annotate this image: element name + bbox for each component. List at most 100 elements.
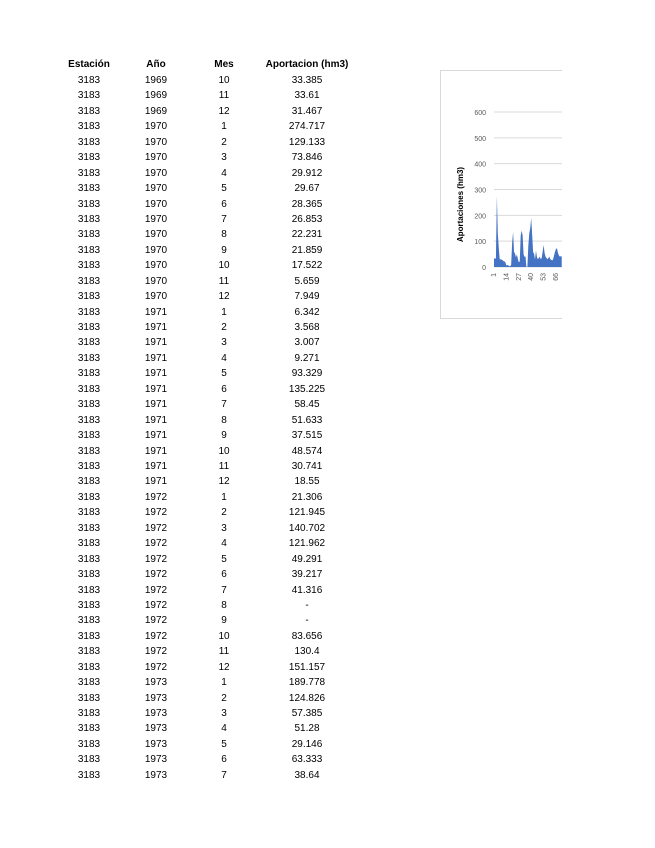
cell-station: 3183 bbox=[77, 692, 101, 704]
cell-year: 1970 bbox=[144, 229, 168, 241]
cell-station: 3183 bbox=[77, 769, 101, 781]
cell-month: 3 bbox=[221, 708, 227, 720]
cell-flow: 129.133 bbox=[288, 136, 326, 148]
header-station: Estación bbox=[68, 59, 110, 70]
cell-station: 3183 bbox=[77, 646, 101, 658]
cell-year: 1971 bbox=[144, 383, 168, 395]
cell-month: 9 bbox=[221, 615, 227, 627]
cell-station: 3183 bbox=[77, 275, 101, 287]
cell-flow: 39.217 bbox=[291, 569, 323, 581]
cell-year: 1971 bbox=[144, 352, 168, 364]
cell-flow: 135.225 bbox=[288, 383, 326, 395]
cell-year: 1971 bbox=[144, 430, 168, 442]
cell-month: 9 bbox=[221, 430, 227, 442]
cell-flow: 38.64 bbox=[294, 769, 320, 781]
cell-flow: 274.717 bbox=[288, 121, 326, 133]
y-axis-label: Aportaciones (hm3) bbox=[456, 167, 465, 242]
cell-year: 1972 bbox=[144, 522, 168, 534]
cell-flow: 48.574 bbox=[291, 445, 323, 457]
cell-month: 3 bbox=[221, 152, 227, 164]
y-tick-label: 300 bbox=[474, 188, 486, 195]
cell-month: 11 bbox=[218, 90, 230, 102]
cell-month: 3 bbox=[221, 337, 227, 349]
cell-year: 1973 bbox=[144, 738, 168, 750]
cell-station: 3183 bbox=[77, 90, 101, 102]
cell-station: 3183 bbox=[77, 229, 101, 241]
cell-flow: 41.316 bbox=[291, 584, 323, 596]
cell-year: 1972 bbox=[144, 599, 168, 611]
cell-flow: 22.231 bbox=[291, 229, 323, 241]
cell-flow: 73.846 bbox=[291, 152, 323, 164]
cell-station: 3183 bbox=[77, 723, 101, 735]
cell-month: 11 bbox=[218, 646, 230, 658]
cell-station: 3183 bbox=[77, 754, 101, 766]
cell-station: 3183 bbox=[77, 414, 101, 426]
cell-year: 1970 bbox=[144, 167, 168, 179]
cell-flow: - bbox=[305, 599, 309, 611]
cell-station: 3183 bbox=[77, 584, 101, 596]
cell-year: 1971 bbox=[144, 414, 168, 426]
cell-flow: 49.291 bbox=[291, 553, 323, 565]
cell-year: 1970 bbox=[144, 183, 168, 195]
cell-year: 1972 bbox=[144, 661, 168, 673]
cell-station: 3183 bbox=[77, 538, 101, 550]
cell-station: 3183 bbox=[77, 445, 101, 457]
cell-flow: 130.4 bbox=[294, 646, 320, 658]
cell-flow: 63.333 bbox=[291, 754, 323, 766]
cell-year: 1972 bbox=[144, 646, 168, 658]
cell-month: 12 bbox=[218, 105, 230, 117]
cell-flow: 5.659 bbox=[294, 275, 320, 287]
cell-year: 1971 bbox=[144, 322, 168, 334]
cell-month: 12 bbox=[218, 661, 230, 673]
cell-month: 1 bbox=[221, 491, 227, 503]
cell-station: 3183 bbox=[77, 507, 101, 519]
cell-year: 1971 bbox=[144, 337, 168, 349]
cell-station: 3183 bbox=[77, 383, 101, 395]
cell-flow: 37.515 bbox=[291, 430, 323, 442]
x-tick-label: 1 bbox=[491, 273, 498, 277]
cell-month: 6 bbox=[221, 569, 227, 581]
cell-month: 1 bbox=[221, 677, 227, 689]
cell-year: 1971 bbox=[144, 368, 168, 380]
cell-station: 3183 bbox=[77, 661, 101, 673]
cell-month: 1 bbox=[221, 121, 227, 133]
cell-month: 6 bbox=[221, 754, 227, 766]
cell-month: 9 bbox=[221, 244, 227, 256]
cell-year: 1973 bbox=[144, 769, 168, 781]
area-series bbox=[494, 196, 562, 267]
cell-flow: 51.28 bbox=[294, 723, 320, 735]
x-tick-label: 14 bbox=[503, 273, 510, 281]
cell-month: 5 bbox=[221, 553, 227, 565]
cell-station: 3183 bbox=[77, 630, 101, 642]
cell-flow: 33.385 bbox=[291, 75, 323, 86]
cell-year: 1970 bbox=[144, 291, 168, 303]
cell-station: 3183 bbox=[77, 291, 101, 303]
cell-year: 1970 bbox=[144, 136, 168, 148]
cell-month: 6 bbox=[221, 383, 227, 395]
cell-station: 3183 bbox=[77, 352, 101, 364]
chart[interactable]: 0 100 200 300 400 500 600 1 14 27 40 53 66 Aportacion… bbox=[440, 70, 562, 319]
cell-station: 3183 bbox=[77, 368, 101, 380]
cell-year: 1969 bbox=[144, 90, 168, 102]
cell-year: 1972 bbox=[144, 491, 168, 503]
cell-year: 1972 bbox=[144, 630, 168, 642]
cell-year: 1971 bbox=[144, 399, 168, 411]
cell-month: 12 bbox=[218, 476, 230, 488]
y-tick-label: 600 bbox=[474, 110, 486, 117]
cell-station: 3183 bbox=[77, 136, 101, 148]
cell-station: 3183 bbox=[77, 522, 101, 534]
cell-month: 7 bbox=[221, 769, 227, 781]
cell-month: 2 bbox=[221, 507, 227, 519]
cell-month: 10 bbox=[218, 630, 230, 642]
cell-month: 7 bbox=[221, 213, 227, 225]
cell-flow: 6.342 bbox=[294, 306, 320, 318]
cell-flow: 21.859 bbox=[291, 244, 323, 256]
cell-month: 7 bbox=[221, 584, 227, 596]
cell-station: 3183 bbox=[77, 399, 101, 411]
cell-flow: 17.522 bbox=[291, 260, 323, 272]
cell-year: 1973 bbox=[144, 692, 168, 704]
cell-year: 1970 bbox=[144, 152, 168, 164]
cell-station: 3183 bbox=[77, 677, 101, 689]
cell-month: 11 bbox=[218, 275, 230, 287]
cell-flow: 3.568 bbox=[294, 322, 320, 334]
